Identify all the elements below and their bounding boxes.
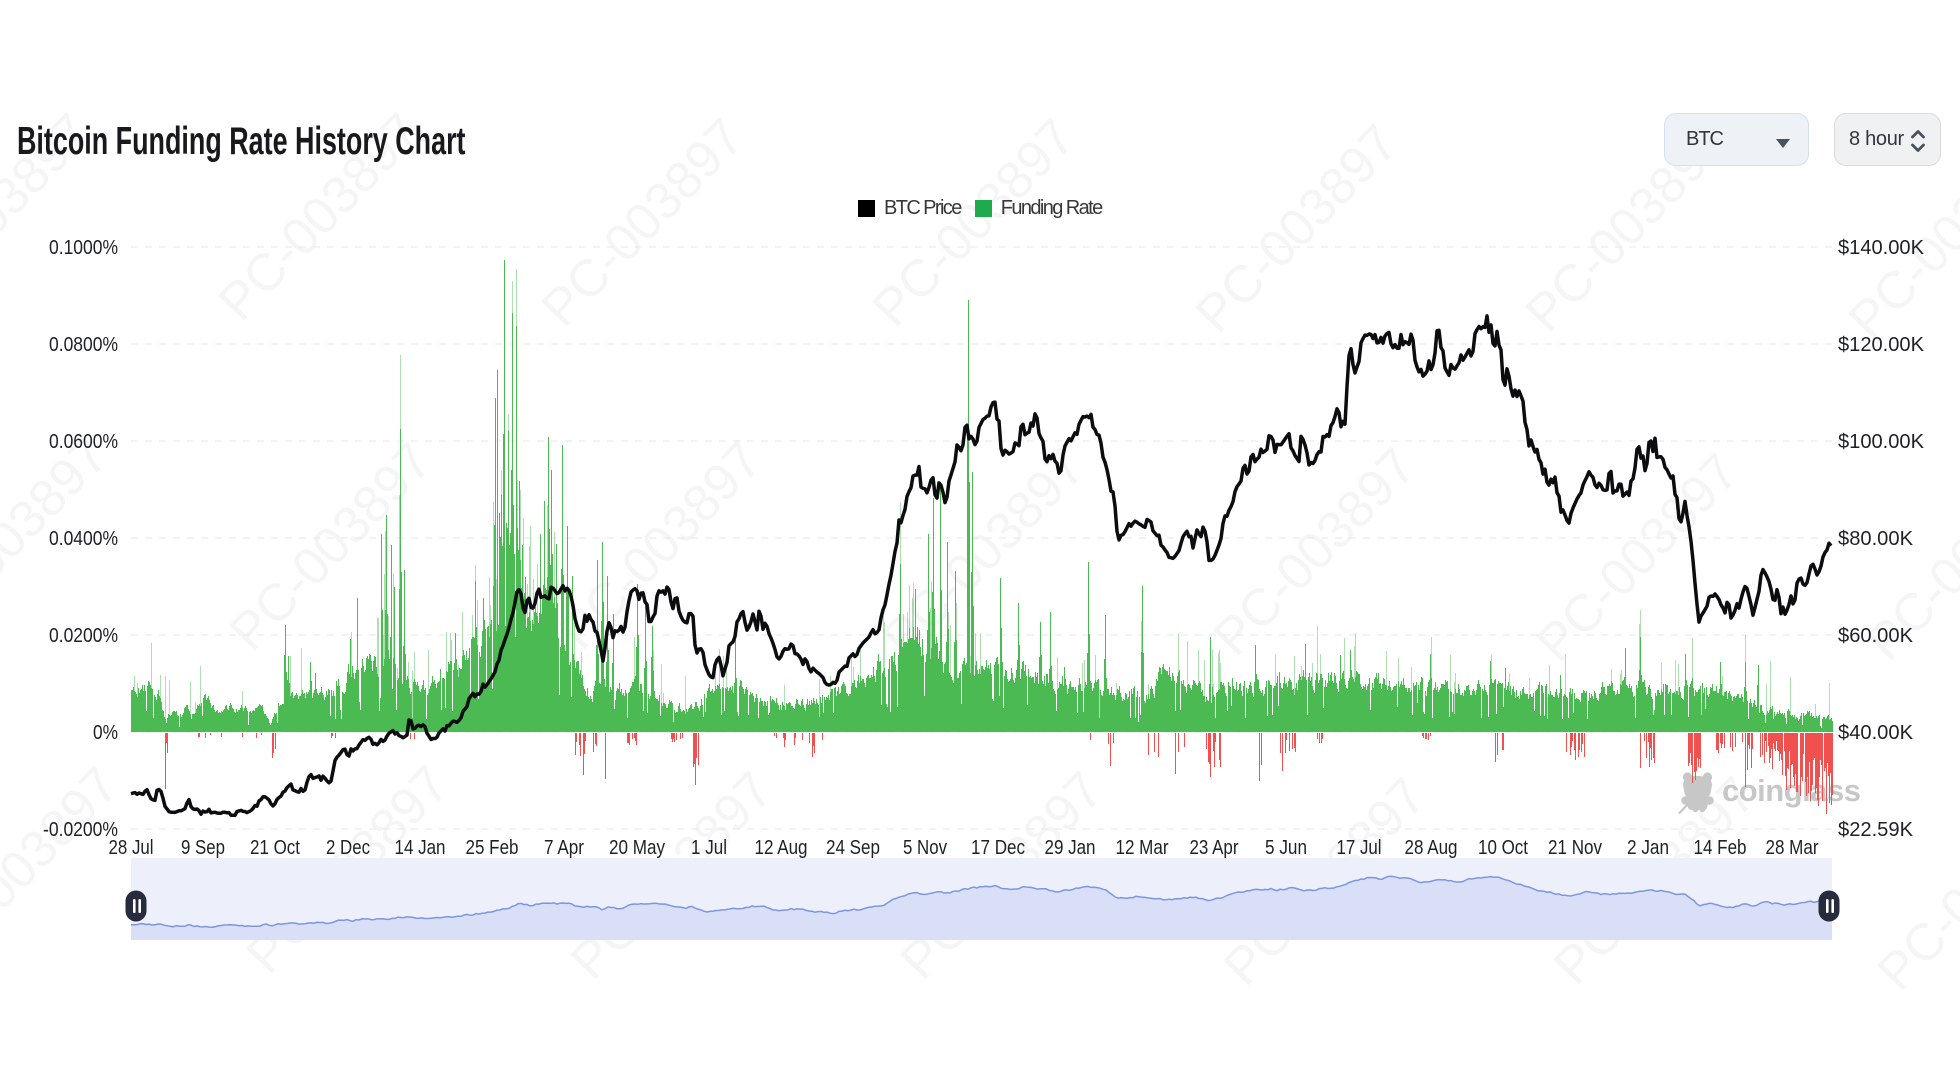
svg-text:$140.00K: $140.00K <box>1838 237 1925 259</box>
svg-text:$120.00K: $120.00K <box>1838 334 1925 356</box>
svg-text:12 Aug: 12 Aug <box>755 837 808 859</box>
svg-text:24 Sep: 24 Sep <box>826 837 880 859</box>
svg-text:28 Aug: 28 Aug <box>1405 837 1458 859</box>
svg-text:7 Apr: 7 Apr <box>544 837 584 859</box>
svg-text:2 Jan: 2 Jan <box>1627 837 1669 859</box>
svg-text:0.0800%: 0.0800% <box>49 334 118 356</box>
svg-text:0.0600%: 0.0600% <box>49 431 118 453</box>
svg-text:-0.0200%: -0.0200% <box>43 819 118 841</box>
svg-text:0%: 0% <box>93 722 118 744</box>
svg-text:12 Mar: 12 Mar <box>1116 837 1169 859</box>
svg-text:17 Dec: 17 Dec <box>971 837 1025 859</box>
svg-text:1 Jul: 1 Jul <box>691 837 727 859</box>
svg-text:21 Oct: 21 Oct <box>250 837 300 859</box>
svg-text:17 Jul: 17 Jul <box>1337 837 1382 859</box>
svg-text:14 Jan: 14 Jan <box>395 837 446 859</box>
svg-text:coinglass: coinglass <box>1722 773 1861 808</box>
svg-text:23 Apr: 23 Apr <box>1190 837 1239 859</box>
svg-text:$40.00K: $40.00K <box>1838 722 1914 744</box>
svg-text:21 Nov: 21 Nov <box>1548 837 1602 859</box>
svg-text:28 Jul: 28 Jul <box>109 837 154 859</box>
svg-text:25 Feb: 25 Feb <box>466 837 519 859</box>
svg-text:20 May: 20 May <box>609 837 665 859</box>
svg-text:5 Jun: 5 Jun <box>1265 837 1307 859</box>
svg-text:$60.00K: $60.00K <box>1838 625 1914 647</box>
svg-text:0.0200%: 0.0200% <box>49 625 118 647</box>
svg-text:2 Dec: 2 Dec <box>326 837 370 859</box>
svg-text:14 Feb: 14 Feb <box>1694 837 1747 859</box>
svg-text:9 Sep: 9 Sep <box>181 837 225 859</box>
svg-text:29 Jan: 29 Jan <box>1045 837 1096 859</box>
svg-text:5 Nov: 5 Nov <box>903 837 947 859</box>
svg-text:$100.00K: $100.00K <box>1838 431 1925 453</box>
svg-text:$80.00K: $80.00K <box>1838 528 1914 550</box>
svg-text:0.1000%: 0.1000% <box>49 237 118 259</box>
svg-text:0.0400%: 0.0400% <box>49 528 118 550</box>
svg-text:28 Mar: 28 Mar <box>1766 837 1819 859</box>
svg-text:$22.59K: $22.59K <box>1838 819 1914 841</box>
svg-text:10 Oct: 10 Oct <box>1478 837 1528 859</box>
